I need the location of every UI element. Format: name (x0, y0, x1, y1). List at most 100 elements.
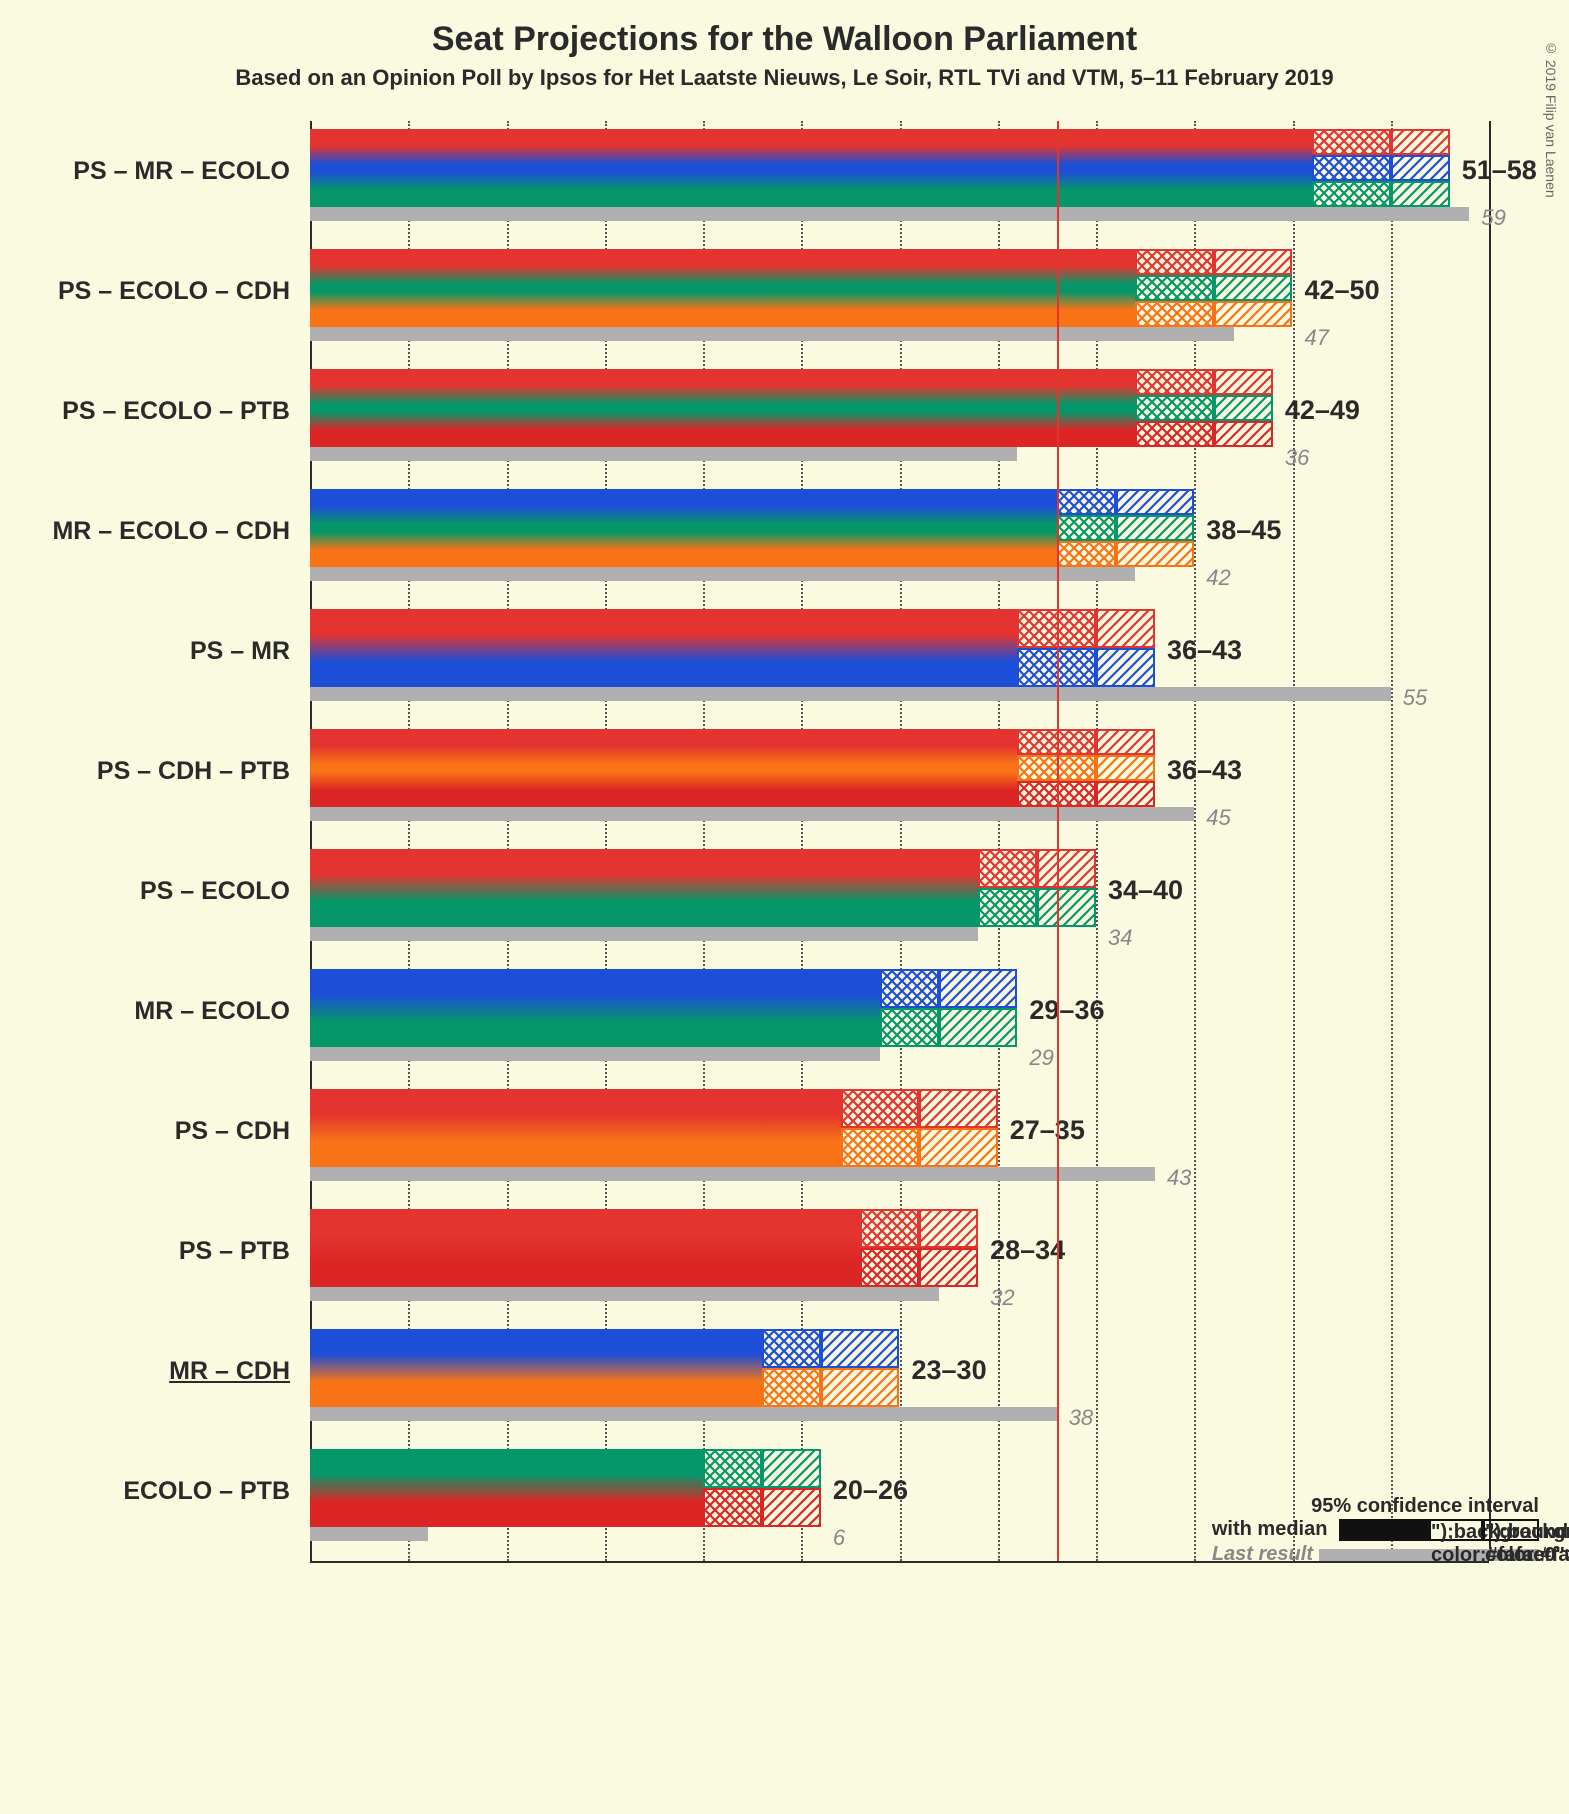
ci-diag (762, 1449, 821, 1488)
ci-diag (919, 1089, 998, 1128)
ci-diag (1096, 648, 1155, 687)
bar-stripe (310, 301, 1135, 327)
range-value: 42–50 (1305, 275, 1380, 306)
ci-crosshatch (880, 1008, 939, 1047)
last-result-bar (310, 1407, 1057, 1421)
bar-stripe (310, 888, 978, 927)
coalition-label: PS – CDH (20, 1081, 290, 1181)
last-result-bar (310, 207, 1469, 221)
last-value: 32 (990, 1285, 1014, 1311)
ci-diag (1037, 888, 1096, 927)
bar-stripe (310, 515, 1057, 541)
last-result-bar (310, 1047, 880, 1061)
ci-diag (1096, 609, 1155, 648)
ci-crosshatch (978, 888, 1037, 927)
range-value: 42–49 (1285, 395, 1360, 426)
range-value: 51–58 (1462, 155, 1537, 186)
ci-crosshatch (880, 969, 939, 1008)
bar-stripe (310, 1089, 841, 1128)
bar-stripe (310, 275, 1135, 301)
range-value: 23–30 (912, 1355, 987, 1386)
coalition-label: ECOLO – PTB (20, 1441, 290, 1541)
bar-stripe (310, 541, 1057, 567)
last-value: 34 (1108, 925, 1132, 951)
ci-diag (939, 969, 1018, 1008)
ci-diag (1096, 755, 1155, 781)
ci-diag (821, 1329, 900, 1368)
coalition-label: MR – CDH (20, 1321, 290, 1421)
ci-crosshatch (762, 1368, 821, 1407)
bar-stripe (310, 129, 1312, 155)
ci-crosshatch (1135, 249, 1214, 275)
range-value: 34–40 (1108, 875, 1183, 906)
coalition-label: MR – ECOLO (20, 961, 290, 1061)
coalition-label: MR – ECOLO – CDH (20, 481, 290, 581)
ci-crosshatch (860, 1209, 919, 1248)
range-value: 27–35 (1010, 1115, 1085, 1146)
range-value: 38–45 (1206, 515, 1281, 546)
bar-stripe (310, 1128, 841, 1167)
bar-stripe (310, 395, 1135, 421)
ci-diag (1096, 729, 1155, 755)
last-result-bar (310, 327, 1234, 341)
bar-stripe (310, 1329, 762, 1368)
chart-title: Seat Projections for the Walloon Parliam… (20, 20, 1549, 59)
ci-diag (1116, 489, 1195, 515)
ci-diag (1214, 395, 1273, 421)
ci-diag (1214, 421, 1273, 447)
coalition-row: MR – CDH23–3038 (310, 1321, 1489, 1441)
last-result-bar (310, 807, 1194, 821)
range-value: 29–36 (1029, 995, 1104, 1026)
legend: 95% confidence intervalwith median ");ba… (1189, 1495, 1539, 1566)
coalition-row: PS – PTB28–3432 (310, 1201, 1489, 1321)
last-value: 45 (1206, 805, 1230, 831)
last-value: 43 (1167, 1165, 1191, 1191)
ci-diag (1096, 781, 1155, 807)
bar-stripe (310, 369, 1135, 395)
copyright-text: © 2019 Filip van Laenen (1543, 40, 1559, 198)
ci-diag (939, 1008, 1018, 1047)
legend-ci-swatch: ");background-color:#fafae0"> ");backgro… (1339, 1519, 1539, 1541)
coalition-row: PS – CDH – PTB36–4345 (310, 721, 1489, 841)
ci-diag (1116, 541, 1195, 567)
last-value: 47 (1305, 325, 1329, 351)
bar-stripe (310, 729, 1017, 755)
ci-diag (1037, 849, 1096, 888)
ci-crosshatch (841, 1089, 920, 1128)
coalition-label: PS – ECOLO – CDH (20, 241, 290, 341)
coalition-row: PS – MR – ECOLO51–5859 (310, 121, 1489, 241)
coalition-row: PS – ECOLO – CDH42–5047 (310, 241, 1489, 361)
last-result-bar (310, 927, 978, 941)
coalition-label: PS – ECOLO (20, 841, 290, 941)
ci-crosshatch (1135, 421, 1214, 447)
ci-crosshatch (703, 1488, 762, 1527)
plot-area: PS – MR – ECOLO51–5859PS – ECOLO – CDH42… (310, 121, 1489, 1571)
ci-crosshatch (1312, 129, 1391, 155)
ci-crosshatch (703, 1449, 762, 1488)
bar-stripe (310, 1368, 762, 1407)
last-result-bar (310, 1287, 939, 1301)
ci-diag (1391, 181, 1450, 207)
ci-crosshatch (860, 1248, 919, 1287)
last-value: 59 (1481, 205, 1505, 231)
majority-line (1057, 121, 1059, 1561)
bar-stripe (310, 1248, 860, 1287)
coalition-row: PS – ECOLO34–4034 (310, 841, 1489, 961)
ci-diag (1391, 155, 1450, 181)
range-value: 20–26 (833, 1475, 908, 1506)
ci-diag (1214, 301, 1293, 327)
ci-diag (821, 1368, 900, 1407)
last-value: 42 (1206, 565, 1230, 591)
ci-diag (1391, 129, 1450, 155)
bar-stripe (310, 489, 1057, 515)
bar-stripe (310, 609, 1017, 648)
bar-stripe (310, 969, 880, 1008)
bar-stripe (310, 155, 1312, 181)
ci-diag (1214, 275, 1293, 301)
coalition-row: MR – ECOLO – CDH38–4542 (310, 481, 1489, 601)
ci-diag (1214, 249, 1293, 275)
range-value: 28–34 (990, 1235, 1065, 1266)
range-value: 36–43 (1167, 755, 1242, 786)
bar-stripe (310, 249, 1135, 275)
last-value: 29 (1029, 1045, 1053, 1071)
